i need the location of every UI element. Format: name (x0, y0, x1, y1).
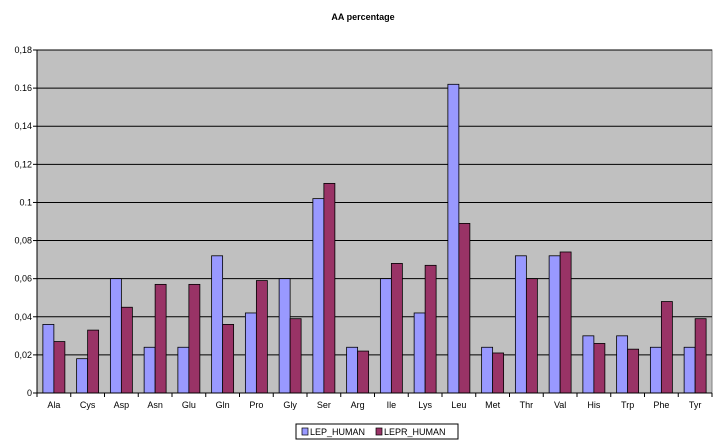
bar-LEPR_HUMAN-Asn (154, 283, 167, 394)
legend-swatch (301, 427, 309, 436)
bar-LEPR_HUMAN-Ala (53, 341, 66, 394)
x-axis-ticks: Ala Cys Asp Asn Glu Gln Pro Gly Ser Arg Ile Lys Leu M… (36, 393, 713, 410)
y-tick-label: 0,06 (14, 274, 32, 284)
bar-LEPR_HUMAN-Val (559, 251, 572, 394)
y-tick-label: 0,02 (14, 350, 32, 360)
bar-LEPR_HUMAN-Ile (390, 263, 403, 394)
bar-LEPR_HUMAN-Cys (87, 329, 100, 394)
y-axis-ticks: 0 0,02 0,04 0,06 0,08 0.1 0,12 0,14 0.16 0,18 (14, 45, 37, 398)
y-tick-label: 0,08 (14, 236, 32, 246)
x-tick-label: Gln (216, 400, 230, 410)
y-tick-label: 0,18 (14, 45, 32, 55)
bar-LEP_HUMAN-Tyr (683, 346, 696, 394)
x-tick-label: Val (554, 400, 566, 410)
y-tick-label: 0,14 (14, 121, 32, 131)
bar-LEPR_HUMAN-Asp (120, 306, 133, 394)
plot-area (36, 49, 713, 394)
bar-LEP_HUMAN-Asn (143, 346, 156, 394)
bar-LEP_HUMAN-Thr (514, 255, 527, 394)
bar-LEPR_HUMAN-Gln (222, 323, 235, 394)
bar-LEP_HUMAN-Phe (649, 346, 662, 394)
x-tick-label: Met (485, 400, 501, 410)
x-tick-label: His (587, 400, 600, 410)
legend-label: LEP_HUMAN (310, 427, 365, 437)
bar-LEPR_HUMAN-Pro (255, 280, 268, 394)
chart-title: AA percentage (331, 12, 394, 22)
y-tick-label: 0,12 (14, 159, 32, 169)
bar-LEPR_HUMAN-Leu (458, 223, 471, 394)
x-tick-label: Tyr (689, 400, 702, 410)
bar-LEP_HUMAN-Met (481, 346, 494, 394)
bar-LEP_HUMAN-Lys (413, 312, 426, 394)
x-tick-label: Ala (47, 400, 60, 410)
y-tick-label: 0.1 (19, 197, 32, 207)
y-tick-label: 0,04 (14, 312, 32, 322)
x-tick-label: Gly (283, 400, 297, 410)
bar-LEPR_HUMAN-His (593, 343, 606, 394)
x-tick-label: Pro (249, 400, 263, 410)
bar-LEPR_HUMAN-Phe (660, 301, 673, 394)
x-tick-label: Ile (387, 400, 397, 410)
bar-LEPR_HUMAN-Arg (357, 350, 370, 394)
bar-LEP_HUMAN-Gln (211, 255, 224, 394)
bar-LEPR_HUMAN-Ser (323, 182, 336, 394)
bar-LEP_HUMAN-Ala (42, 323, 55, 394)
legend: LEP_HUMAN LEPR_HUMAN (295, 423, 459, 440)
bar-LEP_HUMAN-Arg (346, 346, 359, 394)
x-tick-label: Cys (80, 400, 96, 410)
bar-LEP_HUMAN-His (582, 335, 595, 394)
bar-LEPR_HUMAN-Trp (627, 348, 640, 394)
bar-LEP_HUMAN-Trp (616, 335, 629, 394)
bar-LEP_HUMAN-Pro (244, 312, 257, 394)
bar-LEP_HUMAN-Asp (109, 278, 122, 394)
bars (42, 83, 707, 394)
bar-LEP_HUMAN-Leu (447, 83, 460, 394)
bar-LEPR_HUMAN-Thr (525, 278, 538, 394)
x-tick-label: Lys (418, 400, 432, 410)
x-tick-label: Leu (451, 400, 466, 410)
bar-LEPR_HUMAN-Tyr (694, 318, 707, 394)
x-tick-label: Glu (182, 400, 196, 410)
bar-LEP_HUMAN-Val (548, 255, 561, 394)
x-tick-label: Ser (317, 400, 331, 410)
bar-LEP_HUMAN-Cys (76, 358, 89, 394)
legend-label: LEPR_HUMAN (384, 427, 446, 437)
legend-swatch (375, 427, 383, 436)
y-tick-label: 0 (27, 388, 32, 398)
bar-LEP_HUMAN-Ser (312, 198, 325, 394)
x-tick-label: Phe (653, 400, 669, 410)
bar-LEPR_HUMAN-Glu (188, 283, 201, 394)
bar-LEPR_HUMAN-Lys (424, 264, 437, 394)
bar-LEP_HUMAN-Gly (278, 278, 291, 394)
bar-LEP_HUMAN-Ile (379, 278, 392, 394)
bar-LEPR_HUMAN-Gly (289, 318, 302, 394)
gridlines (37, 49, 712, 356)
x-tick-label: Trp (621, 400, 634, 410)
x-tick-label: Asp (114, 400, 130, 410)
y-tick-label: 0.16 (14, 83, 32, 93)
bar-LEPR_HUMAN-Met (492, 352, 505, 394)
x-tick-label: Arg (351, 400, 365, 410)
x-tick-label: Asn (147, 400, 163, 410)
x-tick-label: Thr (520, 400, 534, 410)
bar-LEP_HUMAN-Glu (177, 346, 190, 394)
